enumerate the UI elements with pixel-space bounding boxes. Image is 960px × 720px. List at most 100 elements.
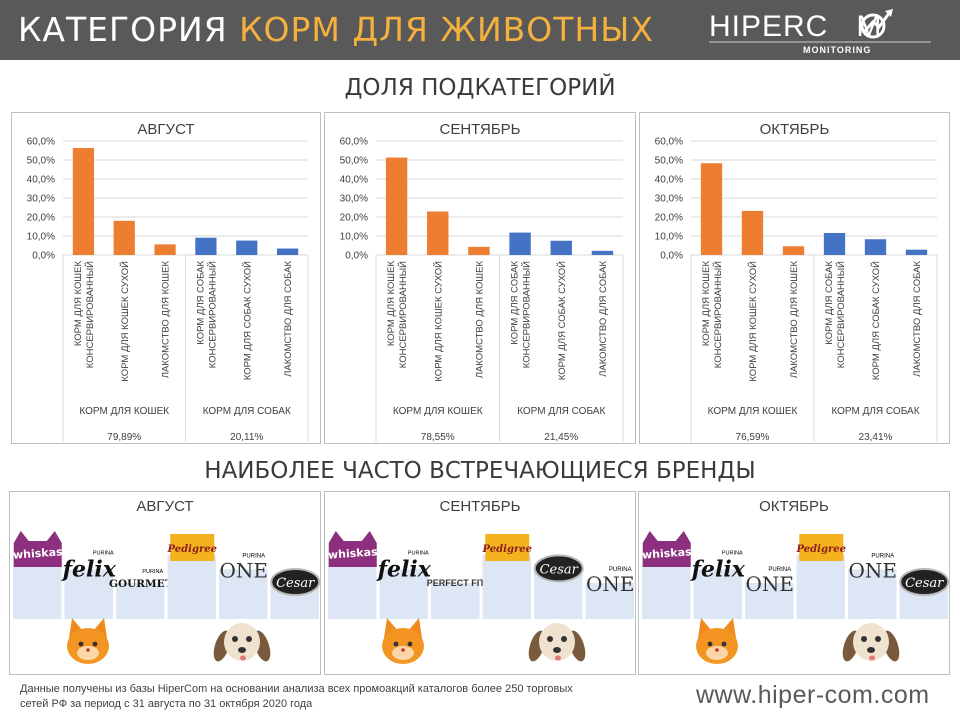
chart-title: ОКТЯБРЬ — [760, 121, 830, 138]
bar — [195, 237, 217, 255]
pedigree-badge-icon — [799, 534, 844, 561]
y-tick-label: 30,0% — [340, 194, 368, 205]
cesar-oval-icon — [270, 568, 320, 596]
y-tick-label: 0,0% — [32, 251, 55, 262]
dog-eye — [232, 636, 238, 642]
category-label: КОРМ ДЛЯ СОБАК СУХОЙ — [556, 261, 568, 380]
dog-eye — [246, 636, 252, 642]
dog-icon — [213, 623, 271, 662]
cat-eye — [78, 641, 84, 647]
brand-logo-text: whiskas — [13, 545, 64, 561]
category-label-line: КОНСЕРВИРОВАННЫЙ — [712, 261, 724, 368]
y-tick-label: 60,0% — [27, 137, 55, 148]
category-label-line: КОНСЕРВИРОВАННЫЙ — [397, 261, 409, 368]
cat-muzzle — [706, 646, 728, 660]
y-tick-label: 20,0% — [655, 213, 683, 224]
y-tick-label: 10,0% — [655, 232, 683, 243]
whiskas-cat-head-icon — [642, 531, 691, 567]
cat-ear — [698, 618, 712, 638]
cat-ear — [408, 618, 422, 638]
brand-rank-block — [585, 583, 634, 619]
dog-face — [539, 623, 575, 661]
dog-nose — [238, 647, 246, 653]
cat-nose — [86, 648, 90, 652]
chart-title: СЕНТЯБРЬ — [439, 121, 520, 138]
group-label: КОРМ ДЛЯ КОШЕК — [79, 406, 169, 417]
group-label: КОРМ ДЛЯ СОБАК — [517, 406, 605, 417]
bar — [113, 220, 135, 255]
chart-title: АВГУСТ — [137, 121, 194, 138]
y-tick-label: 0,0% — [345, 251, 368, 262]
bar — [72, 148, 95, 255]
logo-arrow-icon — [860, 9, 893, 39]
bar — [385, 157, 408, 255]
category-label: ЛАКОМСТВО ДЛЯ СОБАК — [283, 261, 294, 377]
brand-rank-block — [693, 569, 742, 619]
cat-eye — [407, 641, 413, 647]
brand-panel-month: СЕНТЯБРЬ — [439, 498, 521, 515]
brand-rank-block — [379, 569, 428, 619]
category-label-line: КОРМ ДЛЯ СОБАК СУХОЙ — [870, 261, 882, 380]
chart-panel-september: СЕНТЯБРЬ 0,0% 10,0% 20,0% 30,0% 40,0% 50,0% 60,… — [324, 112, 636, 444]
cat-ear — [93, 618, 107, 638]
bar — [236, 240, 258, 255]
category-label-line: ЛАКОМСТВО ДЛЯ СОБАК — [283, 261, 294, 377]
brand-logo-text: Cesar — [905, 576, 944, 591]
category-label-line: ЛАКОМСТВО ДЛЯ КОШЕК — [789, 261, 800, 379]
bar — [427, 211, 449, 255]
title-accent: КОРМ ДЛЯ ЖИВОТНЫХ — [239, 10, 654, 49]
category-label-line: КОРМ ДЛЯ КОШЕК СУХОЙ — [747, 261, 759, 382]
brand-logo-text: ONE — [220, 558, 269, 582]
bar — [823, 232, 846, 255]
cat-ear — [69, 618, 83, 638]
whiskas-cat-head-icon — [328, 531, 377, 567]
category-label-line: КОНСЕРВИРОВАННЫЙ — [84, 261, 96, 368]
dog-icon — [528, 623, 586, 662]
group-total: 20,11% — [230, 432, 263, 443]
category-label: ЛАКОМСТВО ДЛЯ СОБАК — [598, 261, 609, 377]
category-label: КОРМ ДЛЯ СОБАК СУХОЙ — [870, 261, 882, 380]
category-label-line: ЛАКОМСТВО ДЛЯ КОШЕК — [474, 261, 485, 379]
brand-rank-block — [167, 555, 216, 619]
cat-nose — [401, 648, 405, 652]
bar — [276, 248, 299, 255]
y-tick-label: 0,0% — [660, 251, 683, 262]
y-tick-label: 20,0% — [340, 213, 368, 224]
dog-tongue — [555, 655, 561, 661]
dog-tongue — [240, 655, 246, 661]
group-label: КОРМ ДЛЯ СОБАК — [831, 406, 919, 417]
cesar-oval-icon — [899, 568, 949, 596]
brand-logo-purina: PURINA — [768, 567, 791, 573]
y-tick-label: 40,0% — [340, 175, 368, 186]
y-tick-label: 50,0% — [655, 156, 683, 167]
category-label: КОРМ ДЛЯ СОБАККОНСЕРВИРОВАННЫЙ — [195, 261, 218, 369]
category-label-line: КОРМ ДЛЯ КОШЕК — [73, 261, 84, 347]
bar — [591, 250, 614, 255]
category-label-line: КОРМ ДЛЯ СОБАК — [824, 261, 835, 345]
whiskas-cat-head-icon — [13, 531, 62, 567]
brand-logo-text: felix — [690, 556, 746, 582]
y-tick-label: 20,0% — [27, 213, 55, 224]
brand-logo-purina: PURINA — [142, 569, 163, 575]
category-label: ЛАКОМСТВО ДЛЯ СОБАК — [912, 261, 923, 377]
bar-chart: СЕНТЯБРЬ 0,0% 10,0% 20,0% 30,0% 40,0% 50,0% 60,… — [340, 121, 624, 443]
dog-nose — [553, 647, 561, 653]
cat-ear — [722, 618, 736, 638]
cat-eye — [92, 641, 98, 647]
brand-panel-august: АВГУСТ whiskas PURINA felix PURINA GOURMET Ped… — [9, 491, 321, 675]
website-link[interactable]: www.hiper-com.com — [696, 681, 930, 709]
category-label: КОРМ ДЛЯ КОШЕККОНСЕРВИРОВАННЫЙ — [701, 261, 724, 369]
brand-logo-text: whiskas — [328, 545, 379, 561]
category-label-line: КОРМ ДЛЯ КОШЕК — [386, 261, 397, 347]
hipercom-logo: HIPERC M MONITORING — [709, 9, 931, 55]
footnote: Данные получены из базы HiperCom на осно… — [20, 683, 573, 710]
category-label-line: ЛАКОМСТВО ДЛЯ СОБАК — [912, 261, 923, 377]
group-total: 23,41% — [859, 432, 893, 443]
brand-logo-text: ONE — [849, 558, 898, 582]
category-label-line: КОРМ ДЛЯ КОШЕК СУХОЙ — [432, 261, 444, 382]
brand-logo-purina: PURINA — [871, 553, 894, 559]
brand-rank-block — [482, 555, 531, 619]
y-tick-label: 40,0% — [27, 175, 55, 186]
brand-logo-text: Cesar — [276, 576, 315, 591]
